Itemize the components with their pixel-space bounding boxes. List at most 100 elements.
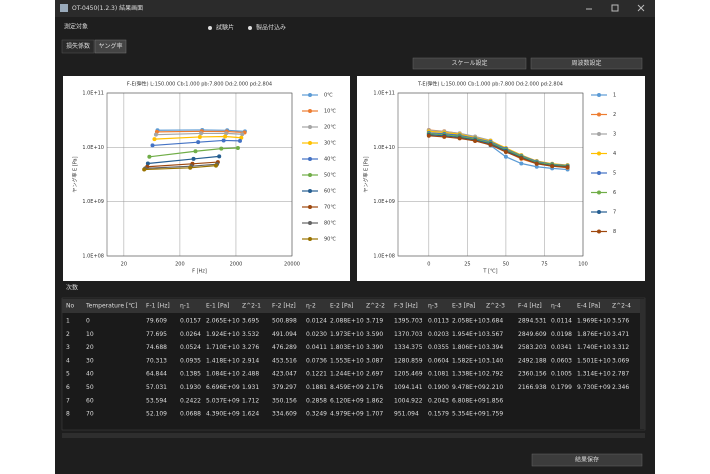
x-tick-label: 2000 <box>230 262 243 268</box>
table-cell: 1.969E+10 <box>577 318 611 325</box>
legend-label: 40℃ <box>324 157 336 163</box>
scrollbar[interactable] <box>640 299 645 429</box>
data-point <box>223 134 228 139</box>
table-cell: 5.354E+09 <box>452 411 486 418</box>
legend-marker <box>597 151 601 156</box>
table-cell: 1334.375 <box>394 344 423 351</box>
table-cell: 0.0411 <box>306 344 327 351</box>
table-cell: 0.1579 <box>428 411 449 418</box>
title-bar <box>55 0 655 17</box>
table-cell: 0.0157 <box>180 318 201 325</box>
data-point <box>503 154 508 159</box>
legend-label: 80℃ <box>324 221 336 227</box>
table-cell: 1.806E+10 <box>452 344 486 351</box>
column-header: Z^2-1 <box>242 303 261 310</box>
x-axis-label: F [Hz] <box>192 269 207 275</box>
table: No Temperature [℃] F-1 [Hz] η-1 E-1 [Pa] Z^2-… <box>66 303 631 418</box>
data-point <box>237 138 242 143</box>
button[interactable] <box>531 453 643 467</box>
table-cell: 1.759 <box>486 411 503 418</box>
column-header: E-2 [Pa] <box>330 303 353 310</box>
table-cell: 1.954E+10 <box>452 331 486 338</box>
tab-label[interactable]: ヤング率 <box>98 42 122 50</box>
radio-button[interactable] <box>208 26 212 30</box>
legend-label: 20℃ <box>324 125 336 131</box>
table-cell: 57.031 <box>146 384 167 391</box>
chart: F-E(弾性) L:150.000 Cb:1.000 pb:7.800 Dd:2… <box>72 81 337 275</box>
data-point <box>196 140 201 145</box>
table-cell: 1.931 <box>242 384 259 391</box>
data-point <box>503 150 508 155</box>
maximize-button[interactable] <box>611 4 619 12</box>
column-header: F-2 [Hz] <box>272 303 296 310</box>
table-cell: 3.140 <box>486 357 503 364</box>
column-header: No <box>66 303 74 310</box>
button[interactable] <box>412 57 527 70</box>
column-header: η-3 <box>428 303 438 310</box>
button-label[interactable]: 周波数設定 <box>571 59 601 67</box>
h-scrollbar[interactable] <box>62 433 645 438</box>
x-tick-label: 75 <box>541 262 547 268</box>
legend-label: 3 <box>613 132 616 138</box>
radio-label[interactable]: 製品付込み <box>256 24 286 32</box>
data-point <box>150 143 155 148</box>
table-cell: 0.1930 <box>180 384 201 391</box>
table-cell: 6 <box>66 384 70 391</box>
table-cell: 1395.703 <box>394 318 423 325</box>
table-cell: 0.0736 <box>306 357 327 364</box>
tab[interactable] <box>61 39 95 54</box>
table-header-bg <box>62 299 640 313</box>
table-cell: 3.390 <box>366 344 383 351</box>
data-point <box>565 165 570 170</box>
table-cell: 0.0113 <box>428 318 449 325</box>
table-cell: 2360.156 <box>518 371 547 378</box>
data-point <box>197 134 202 139</box>
button[interactable] <box>530 57 643 70</box>
table-cell: 2166.938 <box>518 384 547 391</box>
table-label: 次数 <box>66 284 78 292</box>
table-cell: 77.695 <box>146 331 167 338</box>
data-point <box>473 138 478 143</box>
legend-marker <box>597 229 601 234</box>
table-cell: 3.471 <box>612 331 629 338</box>
series-line <box>155 132 243 136</box>
data-point <box>239 135 244 140</box>
data-point <box>550 164 555 169</box>
plot-frame <box>397 92 584 257</box>
radio-label[interactable]: 試験片 <box>216 24 234 32</box>
legend-marker <box>308 237 312 241</box>
tab-label[interactable]: 損失係数 <box>66 42 90 50</box>
legend-label: 60℃ <box>324 189 336 195</box>
table-cell: 0.0524 <box>180 344 201 351</box>
tab-selected[interactable] <box>94 39 127 54</box>
table-cell: 2.787 <box>612 371 629 378</box>
table-cell: 0.2043 <box>428 397 449 404</box>
table-cell: 2.346 <box>612 384 629 391</box>
data-point <box>193 149 198 154</box>
close-button[interactable] <box>637 4 645 12</box>
data-point <box>188 165 193 170</box>
table-cell: 53.594 <box>146 397 167 404</box>
table-cell: 2583.203 <box>518 344 547 351</box>
data-point <box>457 136 462 141</box>
table-cell: 0 <box>86 318 90 325</box>
legend-label: 8 <box>613 229 616 235</box>
button-label[interactable]: スケール設定 <box>451 59 487 67</box>
legend-label: 50℃ <box>324 173 336 179</box>
radio-button[interactable] <box>248 26 252 30</box>
data-point <box>519 161 524 166</box>
chart-title: T-E(弾性) L:150.000 Cb:1.000 pb:7.800 Dd:2… <box>417 81 563 88</box>
data-point <box>147 154 152 159</box>
table-cell: 0.1221 <box>306 371 327 378</box>
data-point <box>488 142 493 147</box>
table-cell: 2 <box>66 331 70 338</box>
table-cell: 50 <box>86 384 94 391</box>
button-label[interactable]: 結果保存 <box>575 456 599 464</box>
data-point <box>191 156 196 161</box>
y-tick-label: 1.0E+11 <box>373 91 395 97</box>
table-cell: 350.156 <box>272 397 297 404</box>
column-header: F-3 [Hz] <box>394 303 418 310</box>
table-cell: 3.695 <box>242 318 259 325</box>
table-cell: 0.0203 <box>428 331 449 338</box>
